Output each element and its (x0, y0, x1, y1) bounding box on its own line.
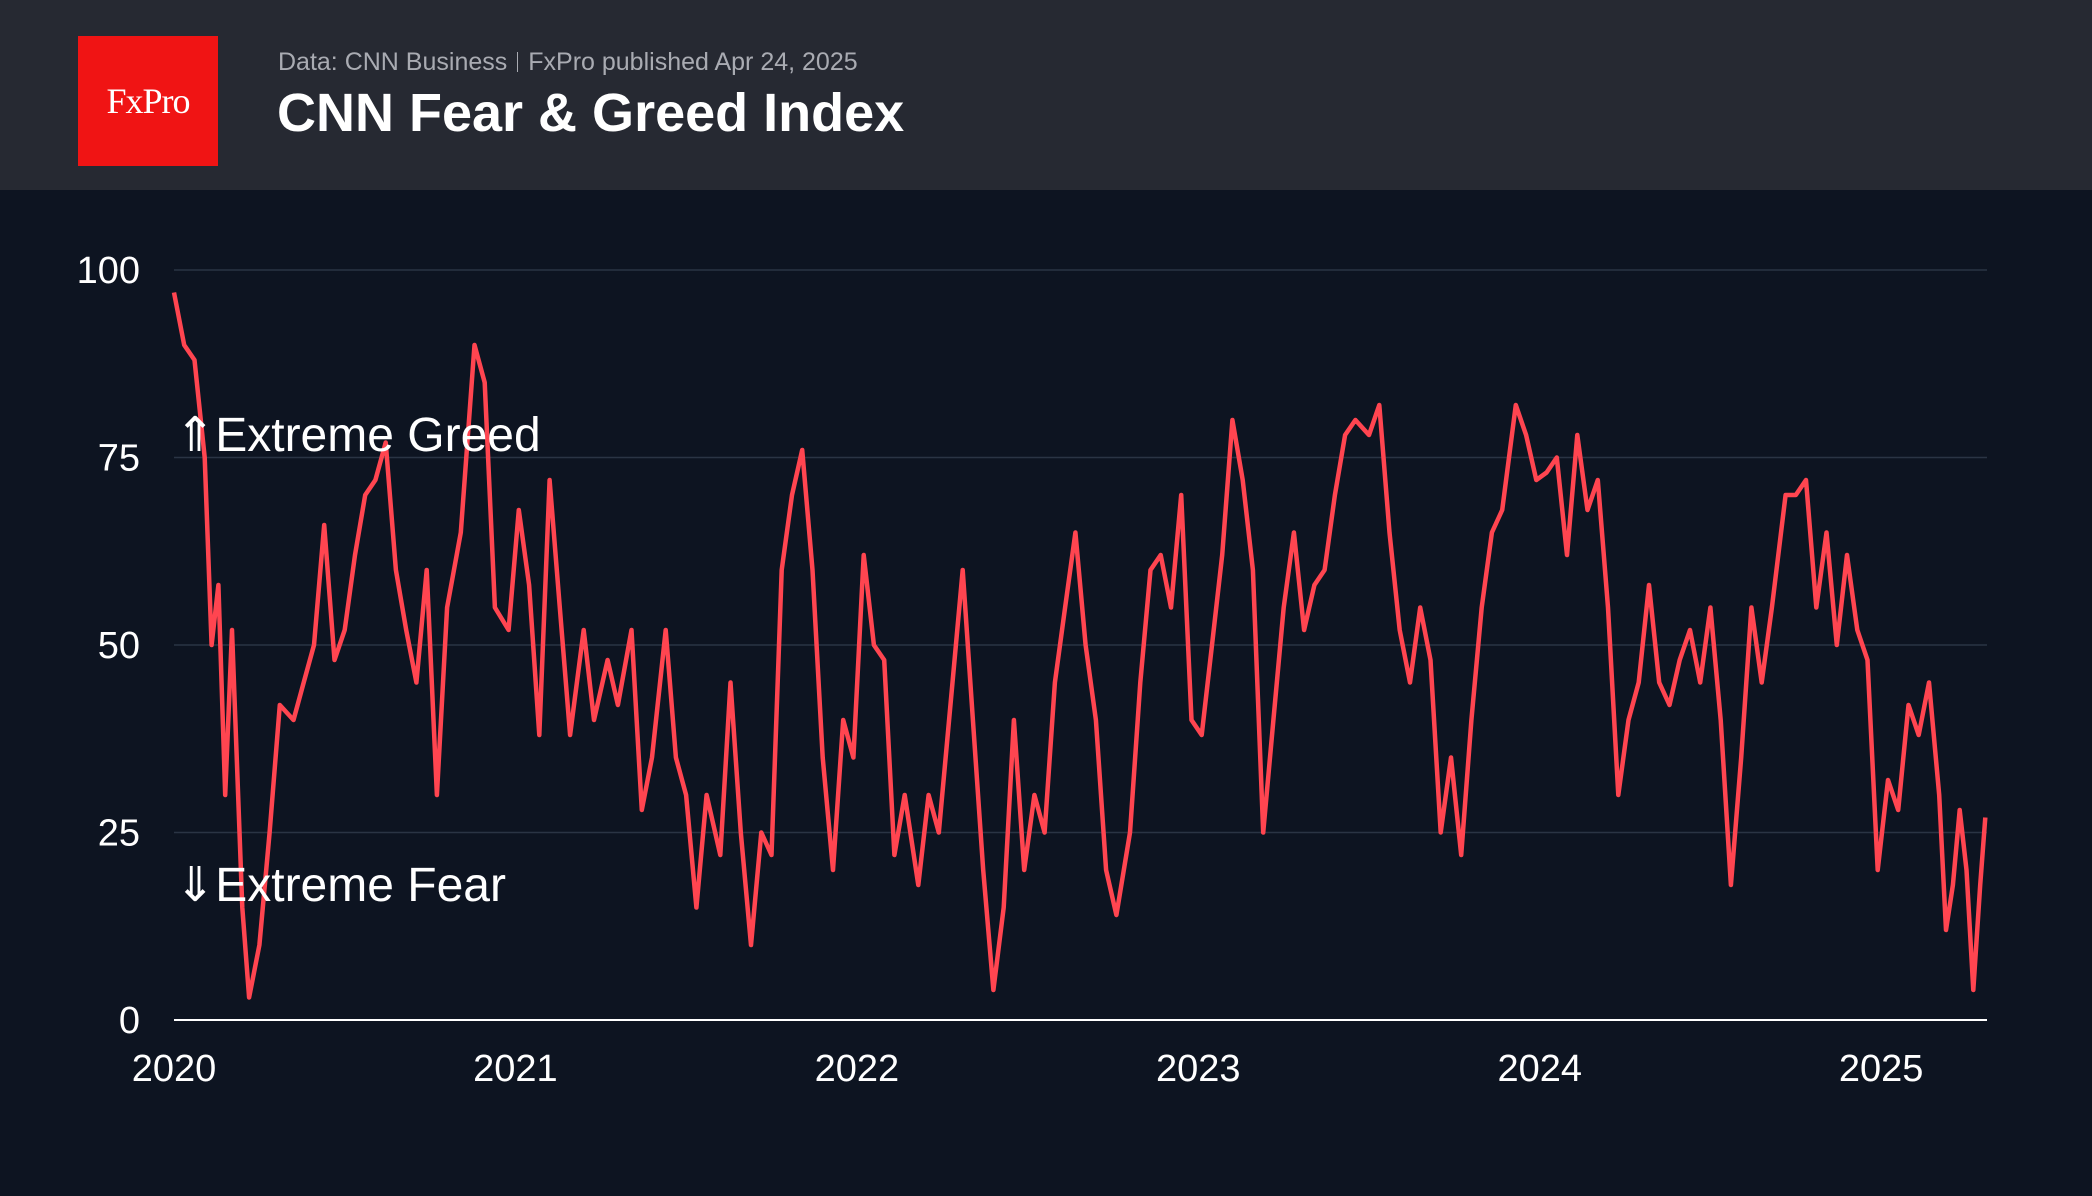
fxpro-logo: FxPro (78, 36, 218, 166)
series-line (171, 292, 1988, 1000)
published-date: FxPro published Apr 24, 2025 (528, 48, 858, 76)
y-tick-label: 100 (77, 250, 140, 292)
data-source: Data: CNN Business (278, 48, 508, 76)
x-tick-label: 2025 (1839, 1048, 1924, 1090)
y-tick-label: 50 (98, 625, 140, 667)
x-tick-label: 2024 (1497, 1048, 1582, 1090)
annotation-label: ⇓Extreme Fear (175, 859, 506, 912)
x-tick-label: 2022 (815, 1048, 900, 1090)
logo-text: FxPro (106, 81, 190, 121)
x-tick-label: 2023 (1156, 1048, 1241, 1090)
x-tick-label: 2021 (473, 1048, 558, 1090)
x-tick-label: 2020 (132, 1048, 217, 1090)
chart-title: CNN Fear & Greed Index (277, 83, 905, 143)
separator (517, 52, 519, 72)
annotation-label: ⇑Extreme Greed (175, 409, 541, 462)
y-tick-label: 0 (119, 1000, 140, 1042)
chart-subtitle: Data: CNN Business FxPro published Apr 24… (278, 48, 858, 77)
y-tick-label: 25 (98, 813, 140, 855)
header: FxPro Data: CNN Business FxPro published … (0, 0, 2092, 190)
y-tick-label: 75 (98, 438, 140, 480)
